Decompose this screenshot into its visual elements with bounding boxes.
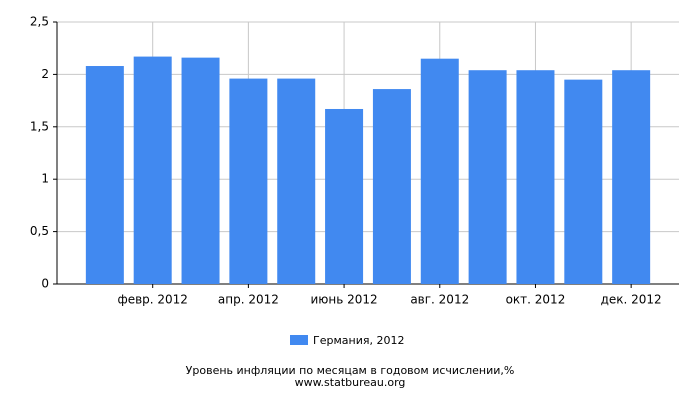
bar [420,58,459,285]
y-tick-label: 2,5 [30,15,49,29]
y-tick-label: 2 [41,67,49,81]
x-tick-label: февр. 2012 [117,293,188,307]
chart-subtitle: www.statbureau.org [295,376,406,389]
x-tick-label: окт. 2012 [506,293,566,307]
x-tick-label: дек. 2012 [601,293,662,307]
x-tick-label: авг. 2012 [410,293,469,307]
bar [564,79,603,284]
x-tick-label: июнь 2012 [310,293,377,307]
y-tick-label: 0,5 [30,224,49,238]
bar [372,89,411,285]
chart-title: Уровень инфляции по месяцам в годовом ис… [186,364,515,377]
legend-label: Германия, 2012 [313,334,404,347]
bar [181,57,220,284]
bar [85,66,124,285]
bar [612,70,651,284]
bar [229,78,268,284]
bar [516,70,555,284]
y-tick-label: 0 [41,277,49,291]
y-tick-label: 1,5 [30,119,49,133]
bar [277,78,316,284]
legend-swatch [290,335,308,345]
y-tick-label: 1 [41,172,49,186]
bar [325,108,364,284]
bar [468,70,507,284]
bar [133,56,172,284]
x-tick-label: апр. 2012 [218,293,279,307]
